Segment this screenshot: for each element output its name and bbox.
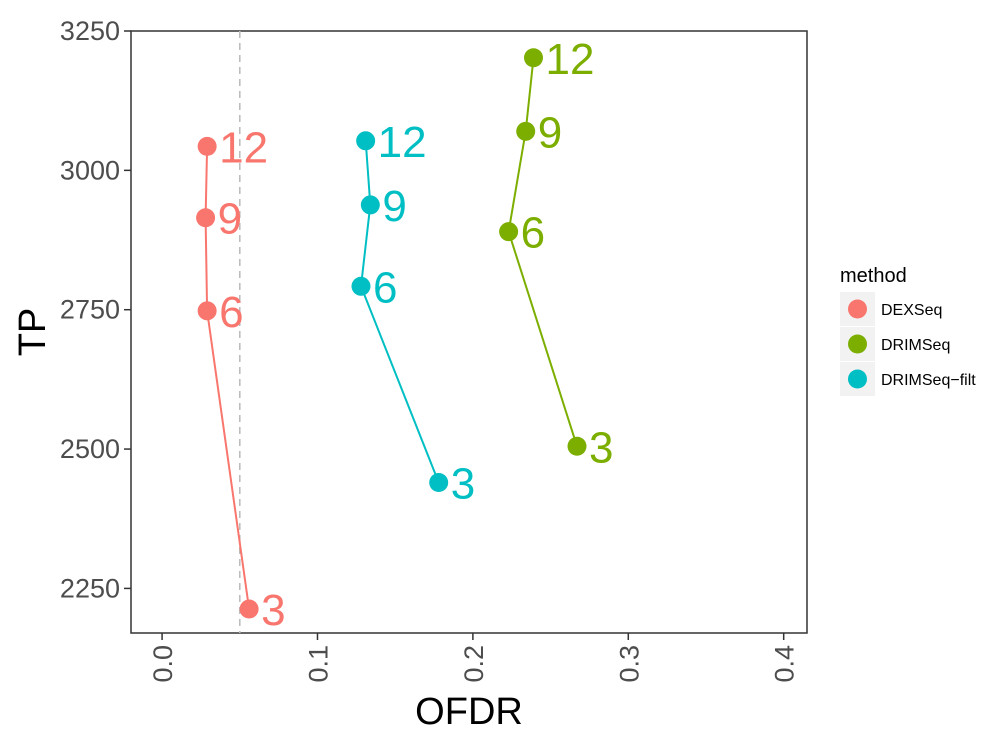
x-tick-label: 0.1: [303, 645, 333, 683]
point-label: 9: [218, 195, 242, 244]
data-point: [516, 121, 536, 141]
x-tick-label: 0.3: [614, 645, 644, 683]
series-line: [507, 57, 578, 447]
data-point: [351, 276, 371, 296]
legend-label: DRIMSeq−filt: [881, 372, 976, 389]
legend-swatch: [848, 334, 867, 354]
point-label: 12: [219, 123, 268, 172]
series-layer: 3 6 9 12 3 6 9 12 3 6 9 12: [196, 35, 613, 635]
x-axis-title: OFDR: [415, 691, 523, 733]
data-point: [523, 48, 543, 68]
data-point: [239, 599, 259, 619]
series-line: [204, 146, 251, 610]
data-point: [197, 136, 217, 156]
axis-layer: 2250 2500 2750 3000 3250 0.0 0.1 0.2 0.3 0.4: [60, 16, 800, 683]
plot-panel: [130, 30, 808, 634]
data-point: [429, 473, 449, 492]
y-tick-label: 2750: [60, 295, 120, 325]
legend-swatch: [848, 369, 867, 389]
legend: method DEXSeq DRIMSeq DRIMSeq−filt: [840, 265, 976, 396]
data-point: [360, 195, 380, 215]
series-line: [359, 140, 440, 483]
x-tick-label: 0.4: [770, 645, 800, 683]
y-tick-label: 2500: [60, 434, 120, 464]
data-point: [356, 131, 376, 151]
data-point: [567, 436, 587, 456]
legend-title: method: [840, 265, 907, 287]
point-label: 3: [261, 586, 285, 635]
y-tick-label: 3250: [60, 16, 120, 46]
data-point: [499, 222, 519, 242]
x-tick-label: 0.0: [148, 645, 178, 683]
point-label: 3: [451, 460, 475, 509]
y-tick-label: 2250: [60, 573, 120, 603]
point-label: 6: [219, 288, 243, 337]
point-label: 3: [589, 423, 613, 472]
x-tick-label: 0.2: [459, 645, 489, 683]
legend-label: DEXSeq: [881, 302, 942, 319]
point-label: 6: [521, 209, 545, 258]
point-label: 9: [538, 108, 562, 157]
point-label: 9: [382, 182, 406, 231]
y-tick-label: 3000: [60, 155, 120, 185]
y-axis-title: TP: [12, 308, 54, 357]
data-point: [196, 208, 216, 228]
data-point: [197, 301, 217, 321]
legend-label: DRIMSeq: [881, 337, 950, 354]
point-label: 12: [378, 118, 427, 167]
legend-swatch: [848, 299, 867, 319]
point-label: 12: [545, 35, 594, 84]
point-label: 6: [373, 263, 397, 312]
